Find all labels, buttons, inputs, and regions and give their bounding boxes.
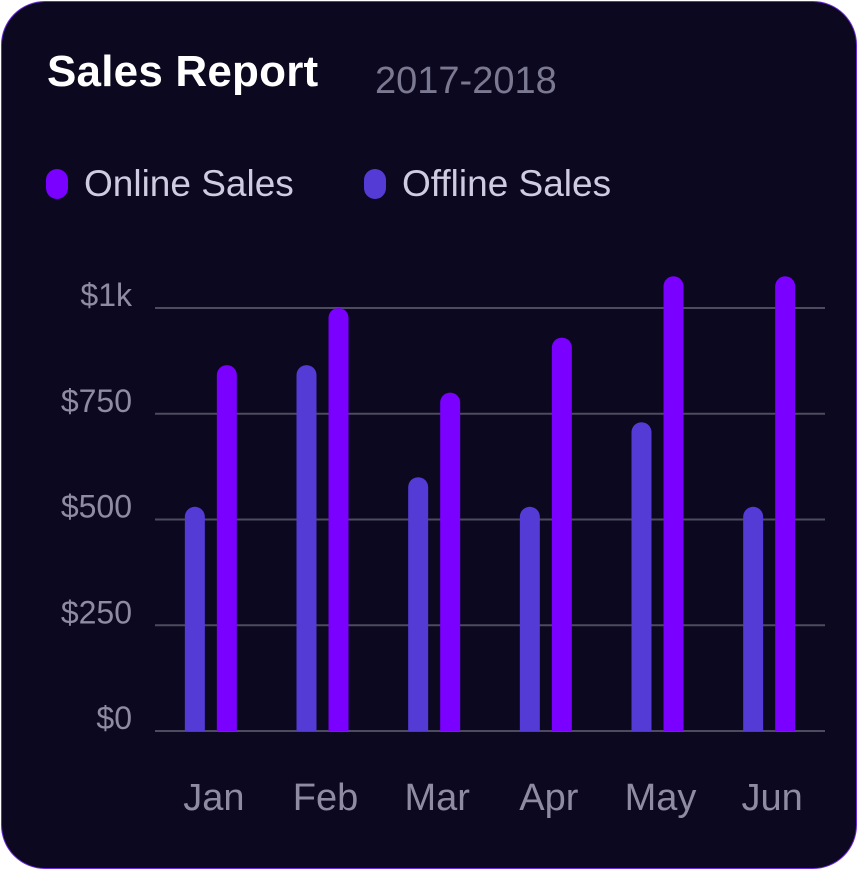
- legend-label-online: Online Sales: [84, 163, 294, 204]
- bar-offline-sales-jun: [743, 506, 764, 731]
- bar-online-sales-may: [663, 276, 684, 731]
- chart-legend: Online Sales Offline Sales: [46, 160, 628, 208]
- y-axis-ticks: $0 $250 $500 $750 $1k: [61, 277, 133, 736]
- bar-offline-sales-mar: [408, 477, 429, 731]
- chart-subtitle: 2017-2018: [375, 60, 557, 102]
- y-tick-label: $0: [96, 700, 132, 736]
- bar-offline-sales-jan: [184, 506, 205, 731]
- bar-online-sales-feb: [328, 308, 349, 731]
- x-tick-label: Mar: [404, 777, 470, 819]
- bars: [184, 276, 796, 731]
- y-tick-label: $1k: [80, 277, 133, 313]
- chart-title: Sales Report: [47, 47, 319, 96]
- legend-item-offline: Offline Sales: [364, 160, 611, 208]
- x-tick-label: May: [625, 777, 697, 819]
- bar-online-sales-jan: [216, 365, 237, 731]
- bar-online-sales-mar: [440, 392, 461, 731]
- y-tick-label: $750: [61, 383, 132, 419]
- bar-offline-sales-may: [631, 422, 652, 731]
- x-tick-label: Feb: [293, 777, 358, 819]
- legend-swatch-offline: [364, 169, 386, 199]
- y-tick-label: $250: [61, 594, 132, 630]
- grid-lines: [155, 307, 825, 732]
- legend-label-offline: Offline Sales: [402, 163, 612, 204]
- x-tick-label: Jun: [742, 777, 803, 819]
- x-axis-labels: Jan Feb Mar Apr May Jun: [183, 777, 803, 819]
- bar-offline-sales-feb: [296, 365, 317, 731]
- legend-item-online: Online Sales: [46, 160, 294, 208]
- x-tick-label: Apr: [519, 777, 578, 819]
- x-tick-label: Jan: [183, 777, 244, 819]
- bar-online-sales-apr: [551, 337, 572, 731]
- legend-swatch-online: [46, 169, 68, 199]
- bar-online-sales-jun: [775, 276, 796, 731]
- bar-offline-sales-apr: [519, 506, 540, 731]
- y-tick-label: $500: [61, 489, 132, 525]
